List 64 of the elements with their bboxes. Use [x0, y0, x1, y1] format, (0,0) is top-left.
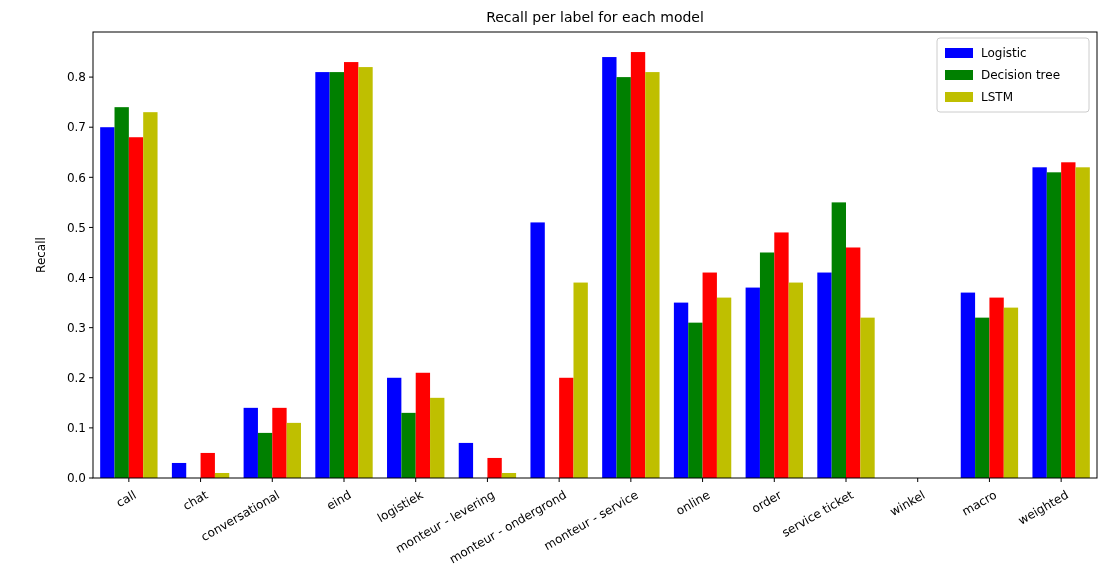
- bar: [831, 202, 846, 478]
- y-tick-label: 0.5: [66, 220, 86, 235]
- bar: [128, 137, 144, 478]
- bar: [257, 432, 273, 478]
- bar: [487, 457, 502, 478]
- bar: [788, 282, 803, 478]
- bar: [630, 52, 646, 478]
- x-tick-label: call: [113, 487, 139, 511]
- bar: [358, 67, 373, 478]
- bar: [114, 107, 129, 478]
- bar: [143, 112, 158, 478]
- bar: [573, 282, 588, 478]
- bar: [745, 287, 760, 478]
- bar: [960, 292, 976, 478]
- bar: [688, 322, 703, 478]
- bar: [430, 397, 445, 478]
- x-tick-label: eind: [324, 487, 354, 513]
- legend-label: LSTM: [981, 90, 1013, 105]
- bar: [817, 272, 832, 478]
- bar: [415, 372, 431, 478]
- bar: [702, 272, 717, 478]
- y-tick-label: 0.3: [66, 320, 86, 335]
- bar: [100, 127, 115, 478]
- legend-label: Decision tree: [981, 68, 1061, 83]
- bar: [286, 422, 301, 478]
- bar: [1075, 167, 1090, 478]
- bar: [530, 222, 545, 478]
- bar: [315, 72, 330, 478]
- x-tick-label: order: [749, 487, 785, 516]
- bar: [1003, 307, 1019, 478]
- bar: [989, 297, 1004, 478]
- y-tick-label: 0.6: [66, 170, 86, 185]
- bar: [243, 407, 258, 478]
- bar: [559, 377, 574, 478]
- bar: [774, 232, 789, 478]
- y-axis-title: Recall: [34, 237, 48, 273]
- y-tick-label: 0.1: [66, 421, 86, 436]
- bar: [387, 377, 402, 478]
- bar: [1032, 167, 1047, 478]
- chart-title: Recall per label for each model: [486, 9, 704, 25]
- bar: [602, 57, 617, 478]
- y-tick-label: 0.8: [66, 70, 86, 85]
- bar: [1046, 172, 1062, 478]
- bar: [673, 302, 689, 478]
- bar: [759, 252, 775, 478]
- bar: [645, 72, 660, 478]
- y-tick-label: 0.7: [66, 120, 86, 135]
- y-tick-label: 0.0: [66, 471, 86, 486]
- y-tick-label: 0.4: [66, 270, 86, 285]
- bar: [716, 297, 732, 478]
- legend-label: Logistic: [981, 46, 1027, 61]
- bar: [401, 412, 416, 478]
- bar: [458, 442, 474, 478]
- bar: [329, 72, 344, 478]
- bar: [846, 247, 861, 478]
- y-tick-label: 0.2: [66, 370, 86, 385]
- bar: [1061, 162, 1076, 478]
- bar: [344, 62, 359, 478]
- bar: [200, 452, 215, 478]
- bar: [860, 317, 875, 478]
- bar: [975, 317, 990, 478]
- bar: [616, 77, 631, 478]
- bar: [171, 462, 187, 478]
- bar: [272, 407, 287, 478]
